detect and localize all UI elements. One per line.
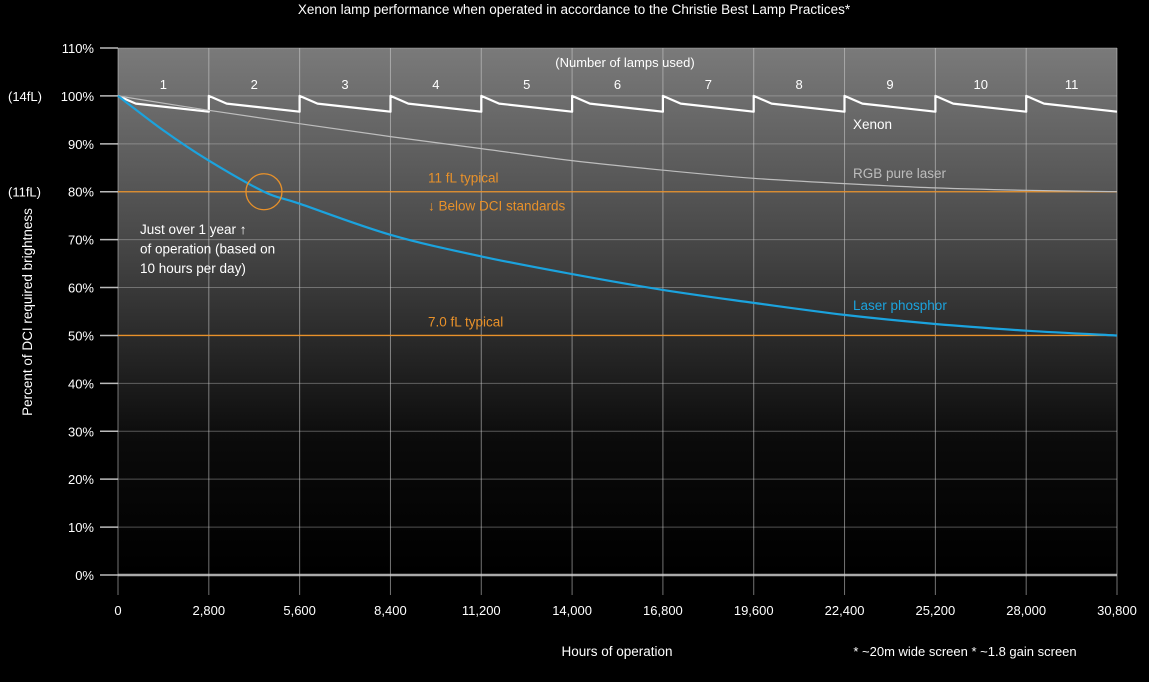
lamp-count-label: 4 [432,77,439,92]
y-tick-label: 80% [68,185,94,200]
y-tick-label: 50% [68,328,94,343]
x-tick-label: 2,800 [193,603,226,618]
lamp-count-label: 6 [614,77,621,92]
y-tick-label: 110% [62,41,95,56]
lamp-count-label: 9 [886,77,893,92]
lamps-header: (Number of lamps used) [555,55,694,70]
x-tick-label: 30,800 [1097,603,1137,618]
y-tick-label: 40% [68,376,94,391]
y-tick-label: 10% [68,520,94,535]
y-tick-label: 70% [68,233,94,248]
series-line-laser-phosphor [117,95,1118,337]
series-label: RGB pure laser [853,166,947,181]
y-side-label: (14fL) [8,89,42,104]
annotation-text: Just over 1 year ↑ [140,222,247,237]
y-tick-label: 90% [68,137,94,152]
series-label: Laser phosphor [853,298,947,313]
series-line-xenon [117,94,1118,113]
lamp-count-label: 7 [705,77,712,92]
chart-title: Xenon lamp performance when operated in … [298,2,851,17]
lamp-count-label: 11 [1065,77,1079,92]
x-tick-label: 14,000 [552,603,592,618]
lamp-count-label: 1 [160,77,167,92]
x-tick-label: 19,600 [734,603,774,618]
y-tick-label: 20% [68,472,94,487]
series-label: Xenon [853,117,892,132]
reference-label: 11 fL typical [428,171,499,186]
x-tick-label: 11,200 [462,603,501,618]
x-tick-label: 25,200 [915,603,955,618]
y-tick-label: 0% [75,568,94,583]
series-line-rgb-pure-laser [117,95,1118,193]
x-tick-label: 5,600 [283,603,316,618]
x-tick-label: 28,000 [1006,603,1046,618]
y-tick-label: 30% [68,424,94,439]
reference-label: ↓ Below DCI standards [428,199,566,214]
x-tick-label: 8,400 [374,603,407,618]
x-tick-label: 16,800 [643,603,683,618]
x-tick-label: 0 [114,603,121,618]
lamp-count-label: 8 [796,77,803,92]
annotation-text: 10 hours per day) [140,261,246,276]
annotation-text: of operation (based on [140,242,275,257]
x-tick-label: 22,400 [825,603,865,618]
y-side-label: (11fL) [8,185,41,200]
annotation-circle [245,173,283,211]
reference-label: 7.0 fL typical [428,314,503,329]
plot-background [118,48,1117,575]
footnote: * ~20m wide screen * ~1.8 gain screen [853,644,1076,659]
lamp-count-label: 3 [341,77,348,92]
y-tick-label: 100% [61,89,95,104]
x-axis-label: Hours of operation [561,644,672,659]
lamp-count-label: 5 [523,77,530,92]
y-axis-label: Percent of DCI required brightness [20,208,35,416]
y-tick-label: 60% [68,281,94,296]
lamp-count-label: 2 [251,77,258,92]
lamp-count-label: 10 [974,77,988,92]
